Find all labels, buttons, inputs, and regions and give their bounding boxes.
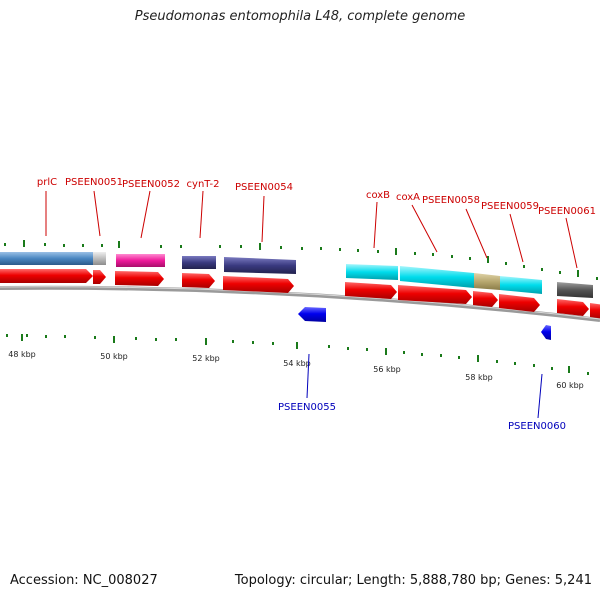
cog-bar-PSEEN0061 xyxy=(557,282,593,298)
cds-arrow-PSEEN0052 xyxy=(115,271,164,286)
cds-arrow-prlC xyxy=(0,269,93,283)
bottom-tick-row xyxy=(6,334,589,375)
genome-backbone xyxy=(0,285,600,322)
cds-arrow-cynT-2 xyxy=(182,273,215,288)
gene-label-PSEEN0054: PSEEN0054 xyxy=(235,182,293,193)
cog-bar-PSEEN0058 xyxy=(474,273,500,290)
scale-label-58kbp: 58 kbp xyxy=(465,373,493,382)
scale-label-60kbp: 60 kbp xyxy=(556,381,584,390)
cds-arrow-PSEEN0054 xyxy=(223,276,294,293)
cog-bar-PSEEN0054 xyxy=(224,257,296,274)
scale-label-50kbp: 50 kbp xyxy=(100,352,128,361)
cog-bar-prlC-tail xyxy=(93,252,106,265)
cds-arrow-PSEEN0058 xyxy=(473,291,498,307)
forward-cds-track xyxy=(0,269,600,319)
gene-label-coxB: coxB xyxy=(366,190,390,201)
gene-label-PSEEN0051: PSEEN0051 xyxy=(65,177,123,188)
cds-arrow-PSEEN0059 xyxy=(499,294,540,312)
cog-track xyxy=(0,252,593,298)
scale-label-56kbp: 56 kbp xyxy=(373,365,401,374)
cds-arrow-coxA xyxy=(398,285,472,304)
accession-text: Accession: NC_008027 xyxy=(10,573,158,588)
reverse-cds-track xyxy=(298,307,551,340)
cog-bar-coxA xyxy=(400,266,474,288)
cds-arrow-PSEEN0051 xyxy=(93,270,106,284)
gene-label-prlC: prlC xyxy=(37,177,57,188)
gene-label-PSEEN0061: PSEEN0061 xyxy=(538,206,596,217)
cds-arrow-PSEEN0060 xyxy=(541,325,551,340)
cds-arrow-PSEEN0061 xyxy=(557,299,589,316)
cog-bar-PSEEN0059 xyxy=(500,276,542,294)
page-title: Pseudomonas entomophila L48, complete ge… xyxy=(134,9,466,24)
scale-label-48kbp: 48 kbp xyxy=(8,350,36,359)
cog-bar-coxB xyxy=(346,264,398,280)
gene-label-cynT-2: cynT-2 xyxy=(187,179,220,190)
bottom-tick-marks xyxy=(21,334,570,373)
genome-summary-text: Topology: circular; Length: 5,888,780 bp… xyxy=(234,573,592,588)
gene-label-PSEEN0052: PSEEN0052 xyxy=(122,179,180,190)
scale-label-54kbp: 54 kbp xyxy=(283,359,311,368)
cog-bar-prlC xyxy=(0,252,93,265)
cds-arrow-edge xyxy=(590,303,600,319)
cog-bar-cynT-2 xyxy=(182,256,216,269)
gene-label-PSEEN0058: PSEEN0058 xyxy=(422,195,480,206)
cds-arrow-coxB xyxy=(345,282,397,299)
gene-label-coxA: coxA xyxy=(396,192,420,203)
top-tick-marks xyxy=(23,240,579,277)
top-label-leaders xyxy=(45,190,578,269)
scale-label-52kbp: 52 kbp xyxy=(192,354,220,363)
bottom-label-leaders xyxy=(306,353,543,419)
gene-label-PSEEN0060: PSEEN0060 xyxy=(508,421,566,432)
gene-label-PSEEN0055: PSEEN0055 xyxy=(278,402,336,413)
top-tick-row xyxy=(4,243,598,280)
gene-label-PSEEN0059: PSEEN0059 xyxy=(481,201,539,212)
cog-bar-PSEEN0052 xyxy=(116,254,165,267)
cds-arrow-PSEEN0055 xyxy=(298,307,326,322)
